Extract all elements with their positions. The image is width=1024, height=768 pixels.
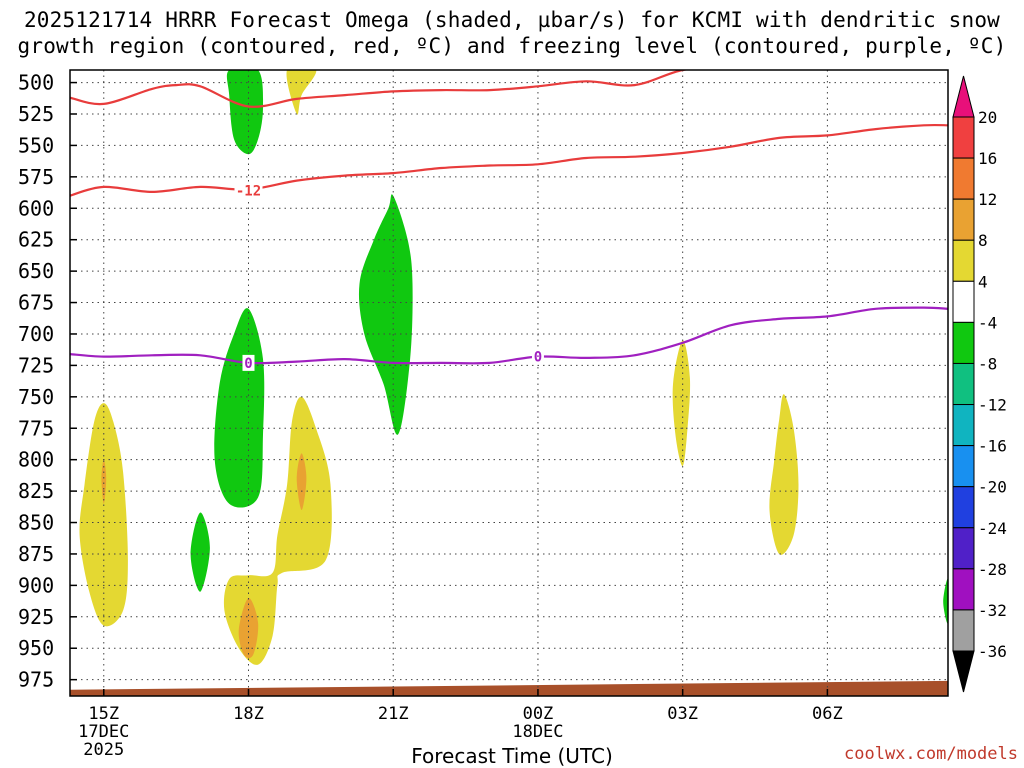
colorbar: 20 16 12 8 4 -4 -8 -12 -16 -20 -24 -28 -32 -36 bbox=[952, 75, 1007, 693]
x-tick-sub1-00Z: 18DEC bbox=[512, 722, 563, 742]
shaded-region-omega-negative-21z bbox=[358, 194, 413, 435]
x-axis-label: Forecast Time (UTC) bbox=[411, 744, 613, 768]
credit-text: coolwx.com/models bbox=[844, 744, 1018, 764]
contour-label-bg-1 bbox=[242, 354, 255, 371]
colorbar-bin-4 bbox=[952, 280, 975, 323]
shaded-region-omega-positive-15z-core bbox=[101, 459, 107, 504]
y-tick-label-850: 850 bbox=[18, 511, 54, 535]
y-tick-label-950: 950 bbox=[18, 636, 54, 660]
colorbar-bin-2 bbox=[952, 198, 975, 241]
y-tick-label-575: 575 bbox=[18, 165, 54, 189]
colorbar-tip-top bbox=[952, 75, 975, 118]
contour-dgz-upper-line bbox=[70, 70, 690, 108]
shaded-region-omega-negative-18z-mid bbox=[214, 308, 265, 508]
colorbar-label-11: -28 bbox=[978, 560, 1007, 579]
chart-title-line2: growth region (contoured, red, ºC) and f… bbox=[17, 34, 1007, 58]
colorbar-label-9: -20 bbox=[978, 478, 1007, 497]
y-tick-label-500: 500 bbox=[18, 71, 54, 95]
shaded-region-omega-positive-05z bbox=[769, 394, 799, 555]
colorbar-label-3: 8 bbox=[978, 231, 988, 250]
shaded-region-omega-positive-19z-core bbox=[296, 453, 307, 510]
y-tick-label-975: 975 bbox=[18, 668, 54, 692]
chart-title-line1: 2025121714 HRRR Forecast Omega (shaded, … bbox=[23, 8, 1001, 32]
shaded-region-omega-positive-03z bbox=[672, 340, 691, 467]
ground-surface bbox=[70, 680, 948, 696]
colorbar-label-4: 4 bbox=[978, 272, 988, 291]
y-tick-label-750: 750 bbox=[18, 385, 54, 409]
x-tick-label-18Z: 18Z bbox=[233, 704, 264, 724]
colorbar-label-5: -4 bbox=[978, 313, 997, 332]
contour-layer: -12 0 0 bbox=[70, 70, 948, 372]
colorbar-tip-bottom bbox=[952, 650, 975, 693]
y-tick-label-650: 650 bbox=[18, 259, 54, 283]
y-tick-label-875: 875 bbox=[18, 542, 54, 566]
shaded-region-omega-positive-18z-low-core bbox=[238, 597, 259, 659]
colorbar-bin-1 bbox=[952, 157, 975, 200]
shaded-region-omega-positive-1845z-upper bbox=[286, 70, 317, 115]
colorbar-label-0: 20 bbox=[978, 108, 997, 127]
colorbar-label-13: -36 bbox=[978, 642, 1007, 661]
colorbar-label-10: -24 bbox=[978, 519, 1007, 538]
y-tick-label-725: 725 bbox=[18, 353, 54, 377]
contour-label-0: -12 bbox=[236, 184, 261, 200]
ground-layer bbox=[70, 680, 948, 696]
omega-shading-layer bbox=[79, 70, 948, 665]
colorbar-bin-10 bbox=[952, 527, 975, 570]
x-tick-label-00Z: 00Z bbox=[523, 704, 554, 724]
grid-layer bbox=[70, 70, 948, 696]
x-tick-sub1-15Z: 17DEC bbox=[78, 722, 129, 742]
shaded-region-omega-positive-15z bbox=[79, 403, 128, 627]
colorbar-label-8: -16 bbox=[978, 437, 1007, 456]
y-tick-label-550: 550 bbox=[18, 133, 54, 157]
y-tick-label-525: 525 bbox=[18, 102, 54, 126]
contour-label-bg-0 bbox=[234, 182, 263, 199]
x-tick-label-15Z: 15Z bbox=[88, 704, 119, 724]
contour-label-bg-2 bbox=[531, 348, 544, 365]
colorbar-label-1: 16 bbox=[978, 149, 997, 168]
colorbar-bin-0 bbox=[952, 116, 975, 159]
y-tick-label-675: 675 bbox=[18, 291, 54, 315]
x-tick-label-06Z: 06Z bbox=[812, 704, 843, 724]
y-tick-label-700: 700 bbox=[18, 322, 54, 346]
y-tick-label-775: 775 bbox=[18, 416, 54, 440]
contour-dgz-mid-line bbox=[70, 123, 948, 197]
colorbar-label-7: -12 bbox=[978, 396, 1007, 415]
x-tick-sub2-15Z: 2025 bbox=[83, 740, 124, 760]
colorbar-label-12: -32 bbox=[978, 601, 1007, 620]
colorbar-bin-6 bbox=[952, 362, 975, 406]
colorbar-bin-9 bbox=[952, 486, 975, 529]
y-tick-label-600: 600 bbox=[18, 196, 54, 220]
shaded-region-omega-negative-1730z-upper bbox=[226, 70, 264, 155]
y-axis: 500 525 550 575 600 625 650 675 700 725 750 775 800 8… bbox=[18, 71, 77, 692]
colorbar-bin-12 bbox=[952, 609, 975, 652]
colorbar-bin-3 bbox=[952, 239, 975, 282]
x-tick-label-03Z: 03Z bbox=[667, 704, 698, 724]
shaded-region-omega-negative-17z-small bbox=[190, 512, 210, 592]
plot-frame bbox=[69, 69, 949, 697]
y-tick-label-800: 800 bbox=[18, 448, 54, 472]
colorbar-bin-11 bbox=[952, 568, 975, 611]
colorbar-bin-8 bbox=[952, 445, 975, 488]
y-tick-label-925: 925 bbox=[18, 605, 54, 629]
colorbar-label-2: 12 bbox=[978, 190, 997, 209]
y-tick-label-625: 625 bbox=[18, 228, 54, 252]
shaded-region-omega-negative-0730z-edge bbox=[943, 578, 948, 624]
contour-freezing-level-line bbox=[70, 306, 948, 365]
x-tick-label-21Z: 21Z bbox=[378, 704, 409, 724]
colorbar-bin-7 bbox=[952, 404, 975, 447]
y-tick-label-900: 900 bbox=[18, 573, 54, 597]
contour-label-2: 0 bbox=[534, 350, 542, 366]
contour-label-1: 0 bbox=[244, 356, 252, 372]
colorbar-label-6: -8 bbox=[978, 354, 997, 373]
colorbar-bin-5 bbox=[952, 321, 975, 364]
y-tick-label-825: 825 bbox=[18, 479, 54, 503]
